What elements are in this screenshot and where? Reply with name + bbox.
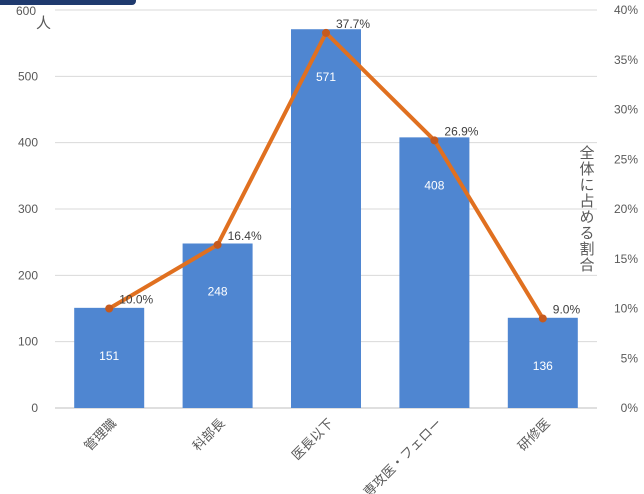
ratio-line: 10.0% 16.4% 37.7% 26.9% 9.0%	[105, 17, 580, 323]
category-label: 専攻医・フェロー	[360, 416, 444, 494]
y2-tick-label: 10%	[614, 302, 638, 316]
ratio-value-label: 16.4%	[228, 229, 262, 243]
header-strip	[0, 0, 136, 5]
y2-tick-label: 5%	[621, 351, 639, 365]
y-tick-label: 600	[16, 4, 36, 18]
category-labels: 管理職 科部長 医長以下 専攻医・フェロー 研修医	[81, 416, 553, 494]
ratio-point	[322, 28, 330, 37]
ratio-point	[213, 240, 222, 249]
y-axis-ticks: 0 100 200 300 400 500 600	[16, 4, 38, 415]
bar-value-label: 151	[99, 349, 119, 363]
ratio-value-label: 10.0%	[119, 293, 153, 307]
ratio-point	[430, 136, 439, 145]
y-tick-label: 500	[18, 69, 38, 83]
bar-value-label: 136	[533, 359, 553, 373]
y2-tick-label: 35%	[614, 53, 638, 67]
bar	[74, 307, 145, 408]
bar	[507, 317, 578, 408]
y2-tick-label: 30%	[614, 103, 638, 117]
ratio-point	[538, 314, 547, 323]
bars: 151 248 571 408 136	[74, 29, 578, 409]
y2-tick-label: 0%	[621, 401, 639, 415]
bar-value-label: 248	[208, 284, 228, 298]
y-tick-label: 0	[31, 401, 38, 415]
y2-tick-label: 15%	[614, 252, 638, 266]
category-label: 医長以下	[289, 416, 336, 463]
ratio-point	[105, 304, 114, 313]
y2-axis-label: 全体に占める割合	[578, 144, 595, 273]
gridlines	[55, 9, 597, 409]
y-tick-label: 300	[18, 202, 38, 216]
y-tick-label: 200	[18, 268, 38, 282]
category-label: 研修医	[515, 416, 553, 454]
y2-tick-label: 40%	[614, 3, 638, 17]
y2-tick-label: 25%	[614, 152, 638, 166]
y-tick-label: 100	[18, 335, 38, 349]
y-tick-label: 400	[18, 136, 38, 150]
category-label: 科部長	[190, 416, 228, 454]
y-axis-label: 人	[36, 15, 51, 32]
bar-value-label: 571	[316, 70, 336, 84]
category-label: 管理職	[81, 416, 119, 454]
y2-axis-ticks: 0% 5% 10% 15% 20% 25% 30% 35% 40%	[614, 3, 638, 415]
bar	[291, 29, 361, 409]
ratio-value-label: 37.7%	[336, 17, 370, 31]
y2-tick-label: 20%	[614, 202, 638, 216]
bar-value-label: 408	[424, 178, 444, 192]
ratio-value-label: 26.9%	[444, 124, 478, 138]
bar	[182, 243, 253, 408]
ratio-value-label: 9.0%	[553, 302, 581, 316]
